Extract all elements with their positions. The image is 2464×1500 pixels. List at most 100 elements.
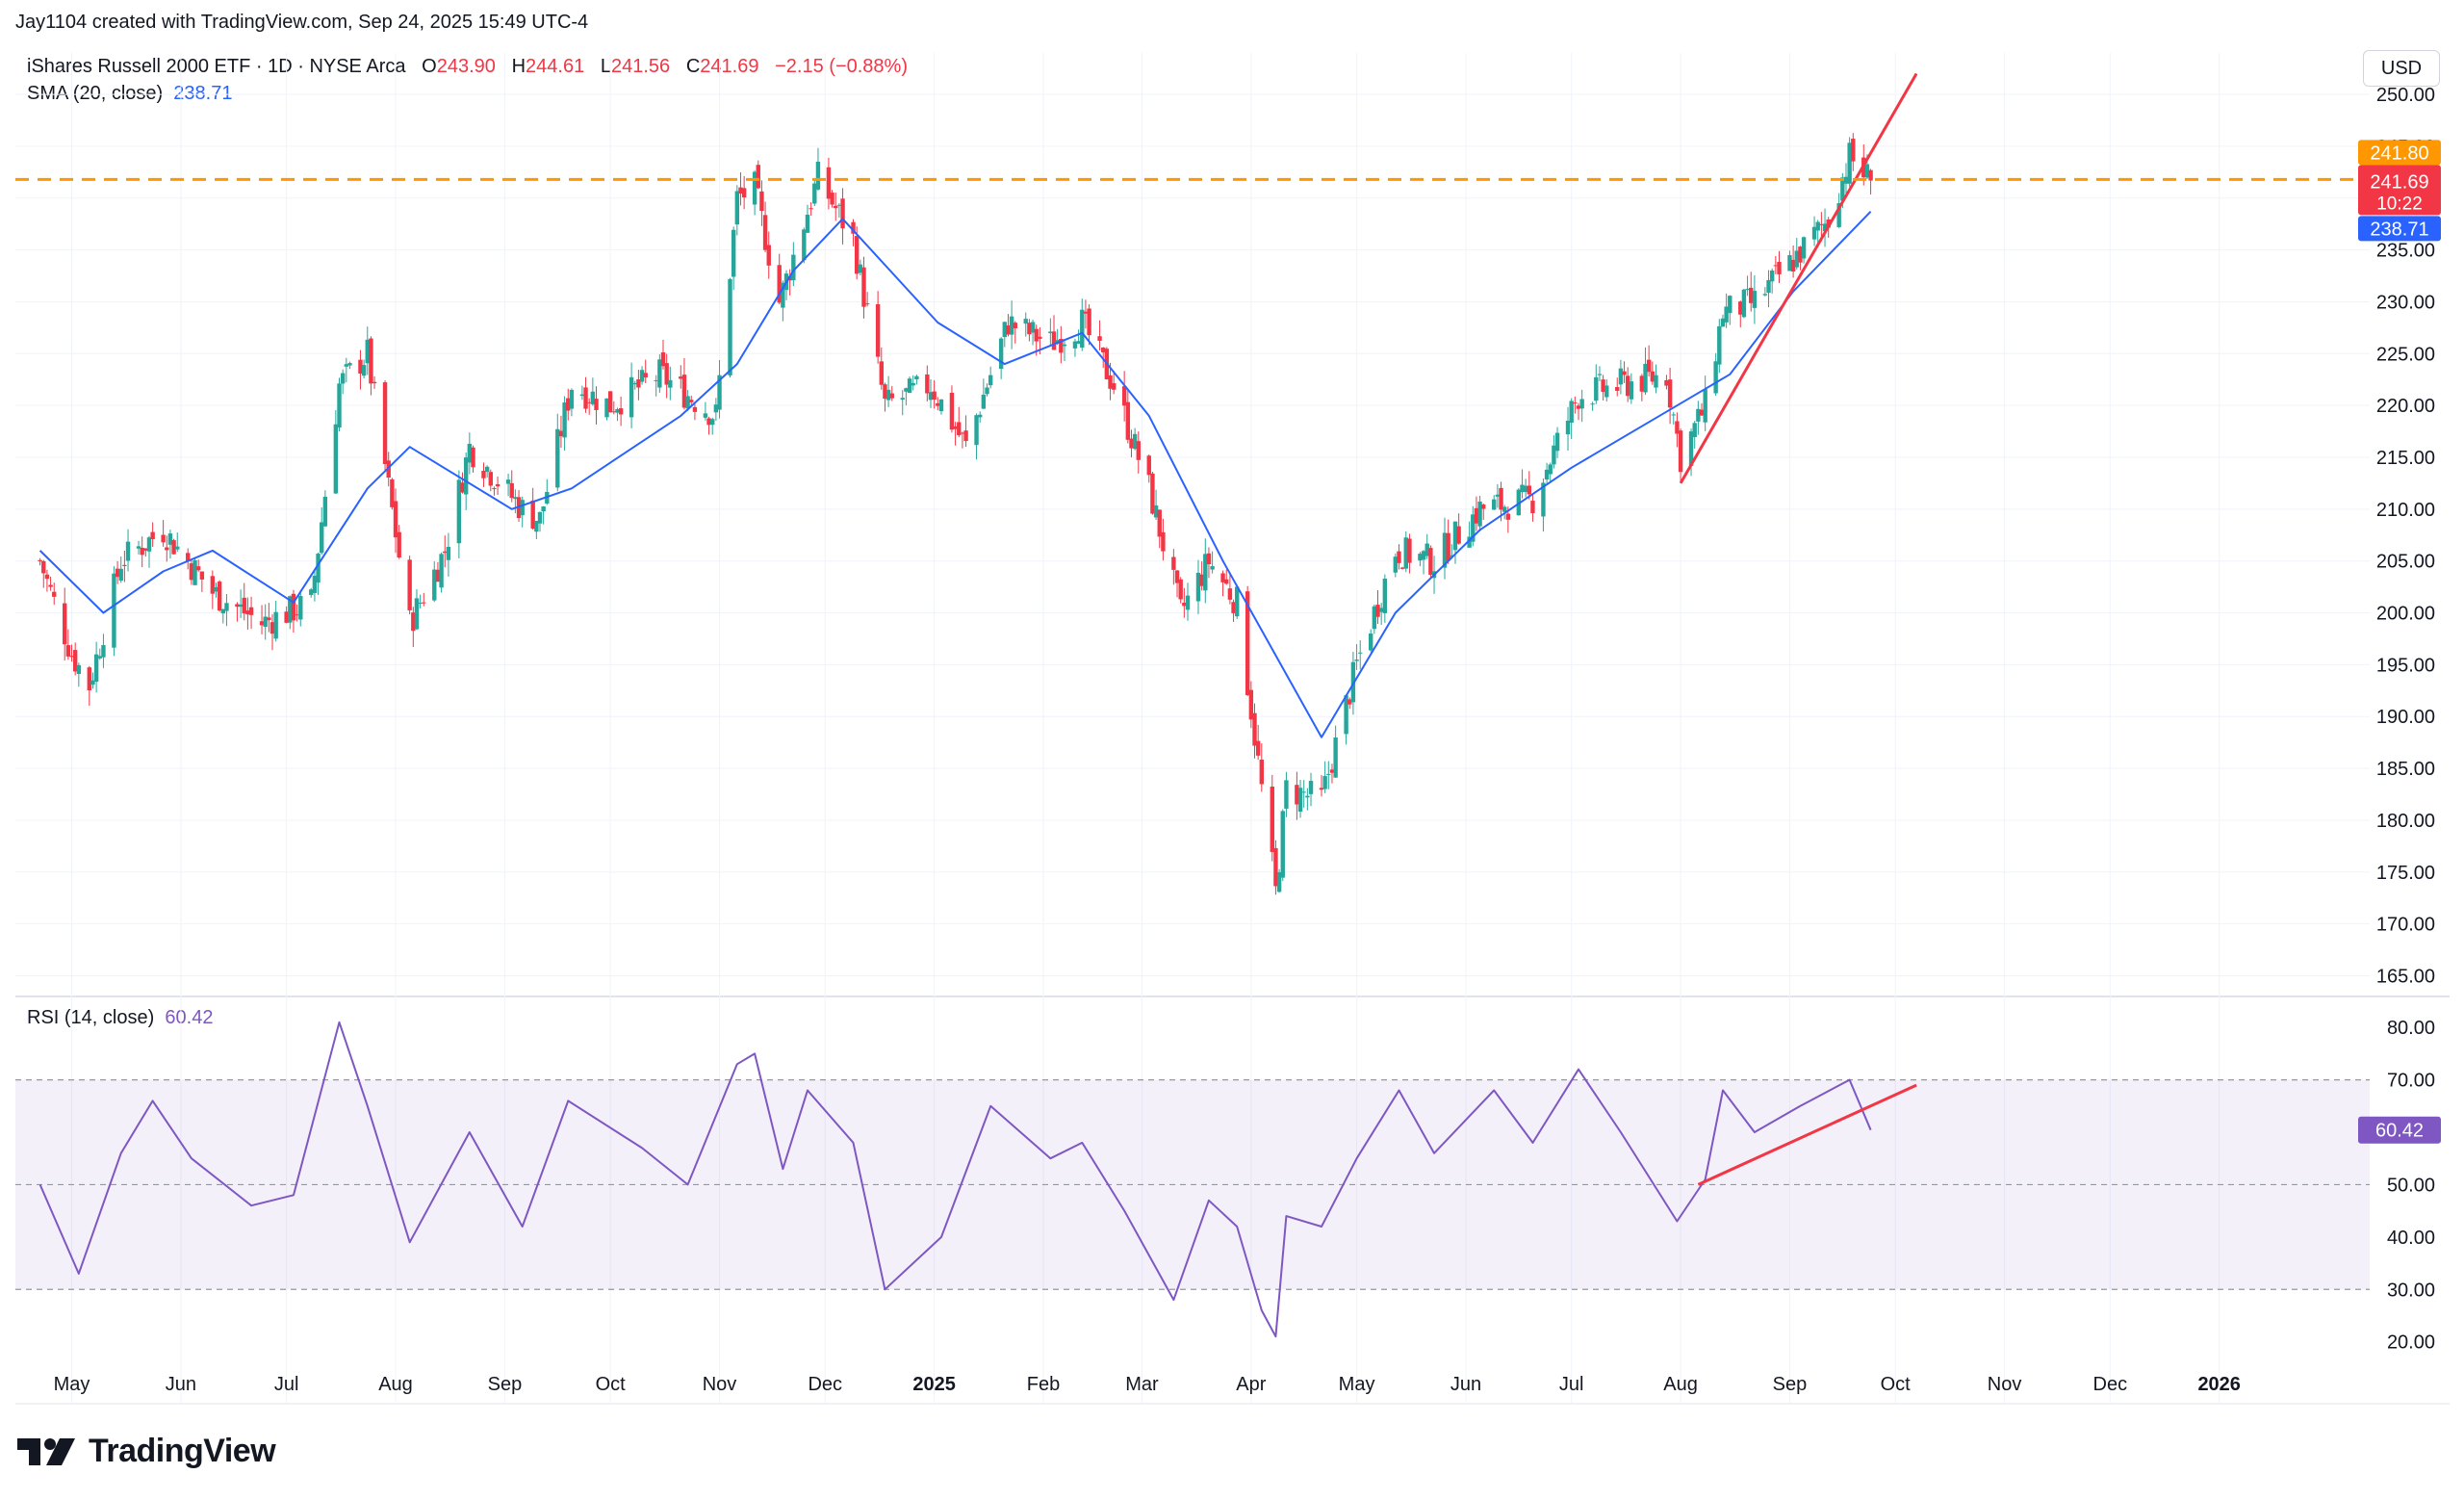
candle bbox=[949, 385, 955, 433]
candle bbox=[1801, 236, 1807, 264]
candle bbox=[1002, 321, 1008, 348]
candle bbox=[1259, 743, 1265, 792]
candle bbox=[1348, 697, 1352, 710]
candle bbox=[347, 361, 352, 370]
candle bbox=[1424, 533, 1429, 559]
candle bbox=[369, 336, 373, 396]
candle bbox=[851, 219, 856, 246]
candle bbox=[703, 401, 708, 421]
close-label: C bbox=[685, 56, 701, 77]
candle bbox=[1157, 509, 1162, 549]
candle bbox=[291, 589, 296, 634]
candle bbox=[422, 592, 426, 607]
sma-label: SMA (20, close) bbox=[27, 83, 164, 104]
candle bbox=[1030, 320, 1036, 346]
candle bbox=[802, 227, 807, 264]
candle bbox=[1615, 377, 1620, 397]
candle bbox=[1407, 533, 1412, 574]
close-value: 241.69 bbox=[700, 56, 759, 77]
candle bbox=[685, 389, 690, 411]
candle bbox=[65, 629, 71, 660]
candle bbox=[309, 587, 314, 598]
candle bbox=[1121, 371, 1127, 422]
candle bbox=[762, 201, 768, 252]
candle bbox=[270, 614, 275, 651]
candle bbox=[101, 634, 106, 668]
candle bbox=[541, 505, 546, 525]
candle bbox=[861, 256, 866, 319]
currency-button[interactable]: USD bbox=[2363, 50, 2440, 87]
month-label: Sep bbox=[488, 1374, 523, 1395]
candle bbox=[1393, 553, 1399, 578]
candle bbox=[1667, 367, 1673, 425]
candle bbox=[175, 532, 180, 553]
candle bbox=[834, 192, 838, 221]
candle bbox=[1495, 483, 1501, 508]
candle bbox=[397, 525, 401, 559]
candle bbox=[1626, 367, 1630, 402]
candle bbox=[1210, 551, 1215, 574]
month-label: May bbox=[1339, 1374, 1375, 1395]
candle bbox=[1101, 347, 1106, 369]
candle bbox=[361, 359, 367, 378]
candle bbox=[1471, 505, 1476, 547]
candle bbox=[495, 477, 500, 496]
candle bbox=[1520, 469, 1525, 499]
candle bbox=[1678, 428, 1683, 483]
candle bbox=[1622, 361, 1627, 383]
candle bbox=[69, 644, 74, 662]
candle bbox=[1220, 570, 1225, 597]
candle bbox=[611, 401, 617, 415]
candle bbox=[1027, 319, 1032, 342]
candle bbox=[298, 590, 303, 627]
candle bbox=[787, 269, 792, 296]
candle bbox=[1544, 462, 1550, 483]
candle bbox=[1738, 300, 1743, 328]
candle bbox=[1548, 462, 1553, 482]
candle bbox=[1446, 519, 1450, 564]
candle bbox=[1418, 552, 1423, 567]
candle bbox=[322, 490, 328, 528]
open-label: O bbox=[422, 56, 437, 77]
price-tick-label: 210.00 bbox=[2376, 500, 2435, 521]
tradingview-logo: TradingView bbox=[17, 1433, 276, 1470]
candle bbox=[1354, 644, 1359, 670]
candle bbox=[534, 520, 539, 540]
candle bbox=[435, 561, 441, 582]
month-label: Oct bbox=[1881, 1374, 1912, 1395]
candle bbox=[505, 473, 511, 497]
candle bbox=[1301, 780, 1306, 808]
candle bbox=[1688, 428, 1694, 477]
candle bbox=[1822, 208, 1828, 247]
chart-canvas[interactable]: 165.00 170.00 175.00 180.00 185.00 190.00 195.… bbox=[0, 0, 2464, 1425]
candle bbox=[407, 556, 412, 615]
price-tick-label: 180.00 bbox=[2376, 811, 2435, 832]
candle bbox=[143, 548, 148, 557]
candle bbox=[165, 535, 169, 562]
candle bbox=[545, 478, 550, 505]
candle bbox=[320, 506, 324, 556]
month-label: Jun bbox=[166, 1374, 196, 1395]
candle bbox=[706, 416, 711, 435]
candle bbox=[267, 603, 271, 633]
candle bbox=[864, 292, 870, 307]
month-label: Nov bbox=[1988, 1374, 2022, 1395]
candle bbox=[938, 399, 944, 415]
candle bbox=[530, 487, 535, 530]
candle bbox=[467, 432, 473, 475]
candle bbox=[1851, 133, 1856, 171]
candle bbox=[886, 375, 891, 407]
candle bbox=[1639, 374, 1645, 401]
candle bbox=[1467, 521, 1472, 548]
candle bbox=[1195, 559, 1201, 614]
month-label: Oct bbox=[596, 1374, 627, 1395]
rsi-tick-label: 30.00 bbox=[2387, 1280, 2435, 1301]
candle bbox=[664, 353, 669, 399]
candle bbox=[1728, 295, 1732, 325]
candle bbox=[689, 396, 694, 405]
month-label: Jul bbox=[1559, 1374, 1584, 1395]
candle bbox=[607, 391, 613, 413]
candle bbox=[681, 358, 687, 410]
candle bbox=[1590, 401, 1595, 411]
candle bbox=[316, 553, 321, 595]
